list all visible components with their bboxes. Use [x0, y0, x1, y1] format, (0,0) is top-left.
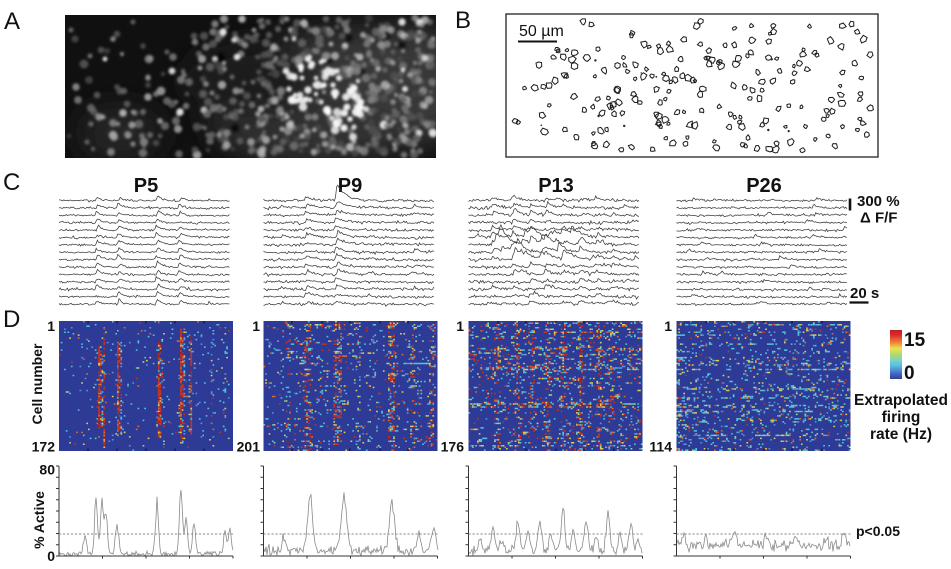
svg-text:rate (Hz): rate (Hz): [870, 426, 932, 443]
svg-text:P9: P9: [338, 175, 362, 197]
svg-text:1: 1: [664, 318, 672, 334]
svg-text:P13: P13: [538, 175, 574, 197]
svg-text:p<0.05: p<0.05: [856, 523, 900, 539]
svg-text:B: B: [455, 7, 471, 34]
svg-text:P26: P26: [746, 175, 782, 197]
svg-text:172: 172: [32, 439, 56, 455]
svg-text:Δ F/F: Δ F/F: [860, 210, 897, 227]
svg-text:1: 1: [456, 318, 464, 334]
svg-text:% Active: % Active: [31, 491, 47, 549]
svg-text:50 µm: 50 µm: [519, 23, 564, 40]
svg-text:Cell number: Cell number: [29, 343, 45, 424]
svg-text:15: 15: [904, 330, 926, 351]
svg-text:Extrapolated: Extrapolated: [854, 392, 948, 409]
svg-text:1: 1: [47, 318, 55, 334]
svg-text:0: 0: [47, 548, 55, 564]
svg-text:D: D: [3, 306, 20, 333]
svg-text:C: C: [3, 169, 20, 196]
svg-text:114: 114: [649, 439, 672, 455]
svg-text:A: A: [4, 8, 20, 35]
svg-text:201: 201: [237, 439, 261, 455]
svg-text:80: 80: [39, 462, 55, 478]
svg-text:firing: firing: [882, 409, 921, 426]
svg-text:20 s: 20 s: [850, 285, 879, 302]
svg-text:1: 1: [252, 318, 260, 334]
svg-text:0: 0: [904, 363, 915, 384]
svg-text:176: 176: [441, 439, 465, 455]
svg-text:300 %: 300 %: [857, 193, 900, 210]
svg-text:P5: P5: [134, 175, 158, 197]
